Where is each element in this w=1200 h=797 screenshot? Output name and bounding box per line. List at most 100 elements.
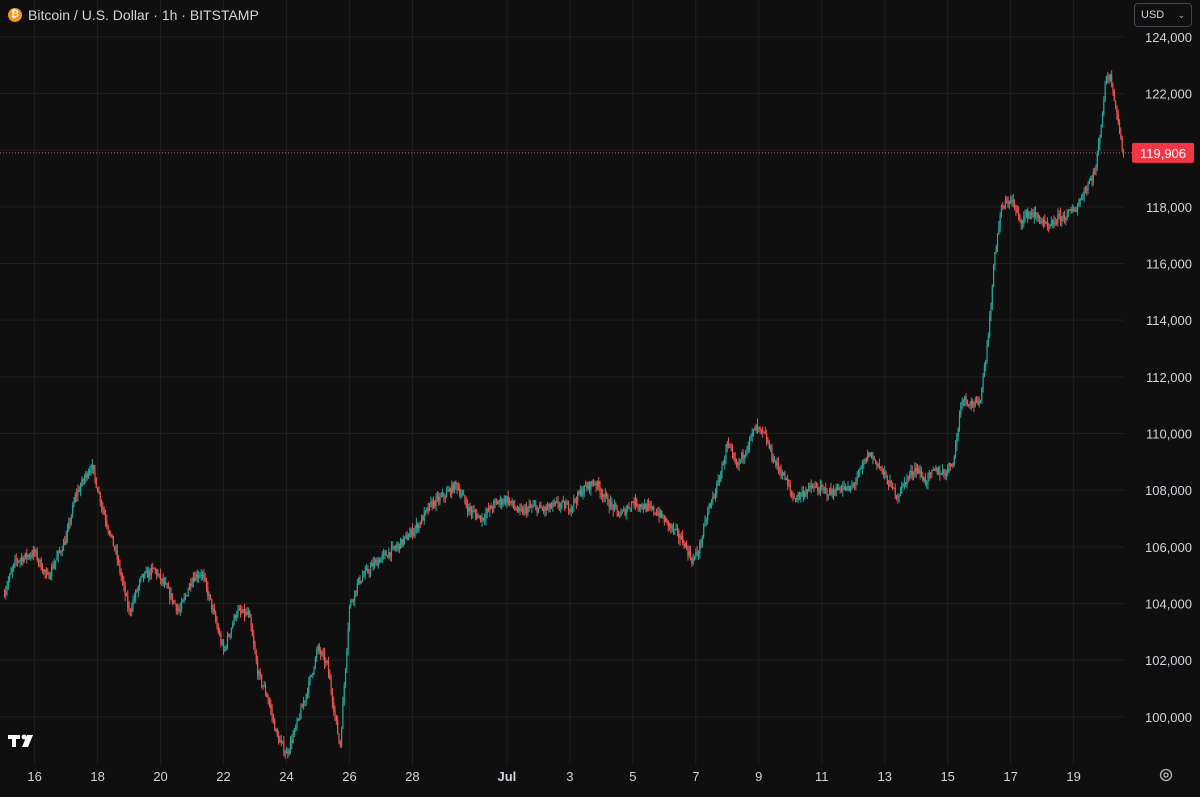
candle-body (213, 608, 215, 614)
candle-body (903, 482, 905, 484)
candle-body (616, 506, 618, 511)
gear-icon[interactable] (1158, 767, 1174, 788)
candle-body (1046, 222, 1048, 227)
candle-body (918, 468, 920, 474)
candle-body (1057, 213, 1059, 223)
candle-body (460, 494, 462, 496)
candle-body (53, 564, 55, 569)
candle-body (430, 501, 432, 504)
candle-body (729, 444, 731, 448)
currency-select[interactable]: USD ⌄ (1134, 3, 1192, 27)
candle-body (302, 702, 305, 708)
candle-body (397, 543, 399, 546)
candle-body (977, 401, 979, 405)
candle-body (739, 459, 742, 461)
candle-body (82, 479, 84, 482)
candle-body (651, 507, 654, 509)
candle-body (89, 470, 91, 474)
y-tick-label: 114,000 (1146, 313, 1192, 328)
candle-body (116, 549, 118, 560)
candle-body (1000, 205, 1003, 216)
candle-body (1024, 214, 1026, 217)
candle-body (27, 555, 29, 558)
candle-body (637, 506, 639, 508)
candle-body (1082, 198, 1084, 200)
candle-body (1019, 214, 1021, 220)
candle-body (838, 488, 840, 490)
candle-body (1088, 180, 1090, 184)
candle-body (241, 611, 243, 613)
candle-body (432, 500, 435, 508)
candle-body (510, 500, 512, 503)
candle-body (16, 560, 19, 562)
candle-body (493, 501, 495, 509)
candle-body (973, 404, 975, 406)
candle-body (874, 459, 877, 462)
candle-body (686, 543, 688, 549)
candle-body (553, 502, 555, 504)
candle-body (190, 583, 192, 587)
candle-body (872, 457, 874, 459)
candle-body (634, 498, 637, 506)
candle-body (443, 493, 445, 497)
candle-body (490, 506, 492, 509)
candle-body (863, 462, 865, 465)
candle-body (401, 538, 403, 545)
candle-body (957, 428, 959, 436)
candle-body (95, 477, 97, 488)
candle-body (1010, 201, 1012, 203)
candle-body (23, 557, 25, 562)
candle-body (750, 435, 752, 438)
candle-body (148, 570, 150, 578)
candle-body (557, 501, 559, 506)
candle-body (186, 595, 188, 597)
time-axis[interactable]: 16 18 20 22 24 26 28 Jul 3 5 7 9 11 13 15 17 19 (27, 769, 1080, 784)
candle-body (684, 543, 686, 548)
candle-body (523, 508, 525, 514)
candle-body (842, 487, 844, 491)
candle-body (608, 505, 610, 508)
candle-body (154, 568, 156, 571)
candle-body (281, 741, 284, 743)
candle-body (363, 575, 365, 577)
candle-body (1091, 178, 1093, 181)
candle-body (640, 504, 642, 508)
candle-body (632, 502, 634, 504)
tradingview-logo[interactable] (8, 732, 38, 755)
candle-body (564, 501, 566, 509)
candle-body (758, 427, 760, 429)
candle-body (111, 534, 113, 536)
candle-body (600, 493, 602, 495)
candle-body (700, 542, 702, 544)
candle-body (278, 735, 280, 743)
candle-body (777, 462, 780, 469)
candle-body (502, 502, 504, 505)
candle-body (806, 490, 808, 495)
candle-body (607, 496, 609, 506)
candle-body (592, 483, 595, 485)
candle-body (14, 559, 16, 564)
candle-body (901, 485, 903, 493)
candle-body (620, 512, 622, 517)
candle-body (1004, 201, 1007, 209)
candle-body (312, 673, 314, 675)
candle-body (449, 489, 452, 495)
candle-body (703, 525, 705, 537)
candle-body (487, 509, 490, 511)
candle-body (1112, 84, 1114, 91)
candle-body (1025, 211, 1027, 215)
candle-body (995, 246, 997, 253)
candle-body (52, 566, 54, 569)
candle-body (123, 580, 125, 585)
candle-body (422, 516, 424, 521)
candle-body (1095, 167, 1097, 174)
candle-body (667, 520, 669, 527)
candle-body (74, 494, 76, 502)
price-axis[interactable]: 100,000 102,000 104,000 106,000 108,000 110,0… (1145, 30, 1192, 725)
symbol-header[interactable]: ₿ Bitcoin / U.S. Dollar · 1h · BITSTAMP (8, 5, 259, 25)
candle-body (184, 595, 187, 598)
x-tick-label: 22 (216, 769, 230, 784)
candle-body (192, 578, 194, 583)
